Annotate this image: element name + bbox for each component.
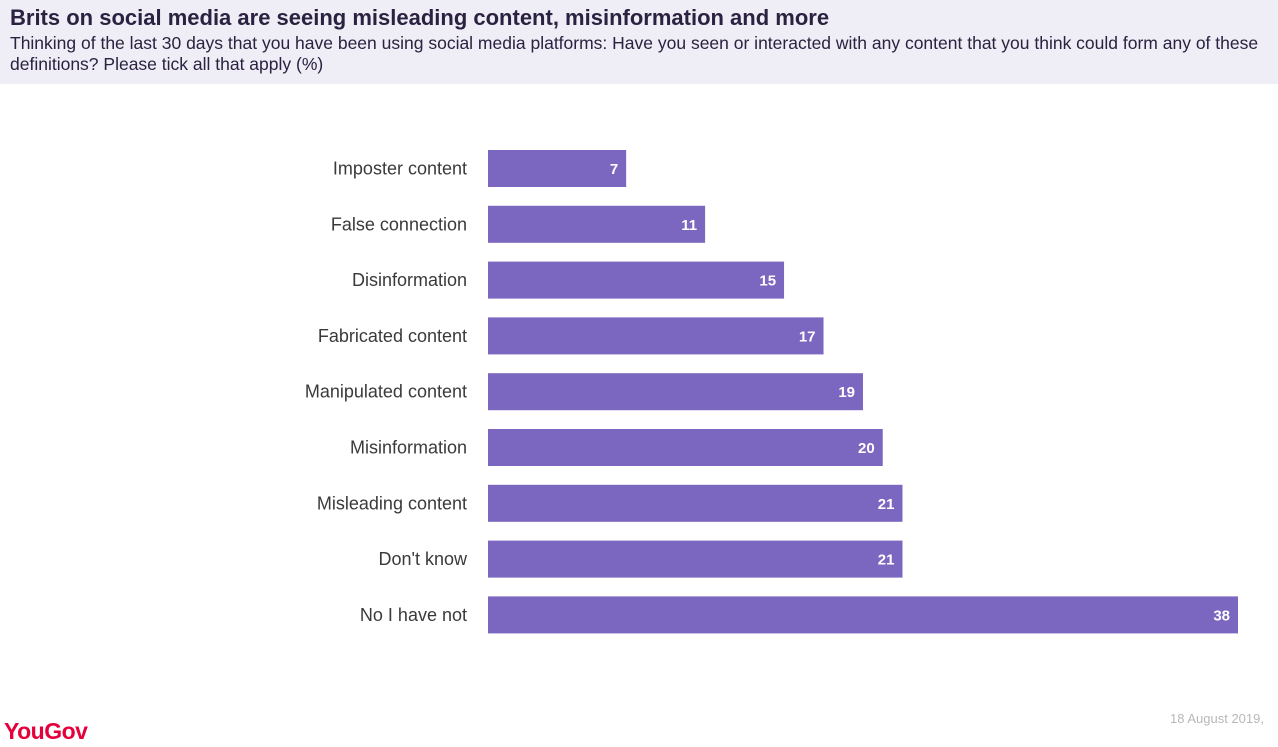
value-label-don-t-know: 21 (878, 552, 895, 569)
value-label-imposter-content: 7 (610, 161, 618, 178)
category-label-no-i-have-not: No I have not (360, 605, 467, 625)
bar-chart: Imposter content 7 False connection 11 Disin… (305, 150, 1238, 634)
category-label-fabricated-content: Fabricated content (318, 326, 467, 346)
value-label-misinformation: 20 (858, 440, 875, 457)
value-label-fabricated-content: 17 (799, 328, 816, 345)
bar-false-connection (488, 205, 706, 243)
header-band: Brits on social media are seeing mislead… (0, 0, 1278, 84)
category-label-imposter-content: Imposter content (333, 159, 467, 179)
value-label-false-connection: 11 (681, 217, 697, 234)
bar-misinformation (488, 429, 883, 466)
value-label-no-i-have-not: 38 (1213, 607, 1230, 624)
category-label-manipulated-content: Manipulated content (305, 382, 467, 402)
category-label-disinformation: Disinformation (352, 270, 467, 290)
value-label-manipulated-content: 19 (838, 384, 855, 401)
category-label-misleading-content: Misleading content (317, 493, 467, 513)
bar-disinformation (488, 261, 785, 299)
category-label-false-connection: False connection (331, 214, 467, 234)
chart-subtitle: Thinking of the last 30 days that you ha… (10, 33, 1259, 74)
bar-fabricated-content (488, 317, 824, 355)
bar-manipulated-content (488, 373, 863, 411)
category-label-don-t-know: Don't know (379, 549, 468, 569)
bar-don-t-know (488, 540, 903, 578)
value-label-disinformation: 15 (759, 273, 776, 290)
bar-misleading-content (488, 484, 903, 522)
publish-date: 18 August 2019, (1170, 711, 1264, 726)
bar-no-i-have-not (488, 596, 1238, 634)
chart-title: Brits on social media are seeing mislead… (10, 5, 830, 30)
yougov-logo: YouGov (4, 718, 88, 744)
bar-imposter-content (488, 150, 627, 187)
category-label-misinformation: Misinformation (350, 438, 467, 458)
value-label-misleading-content: 21 (878, 496, 895, 513)
